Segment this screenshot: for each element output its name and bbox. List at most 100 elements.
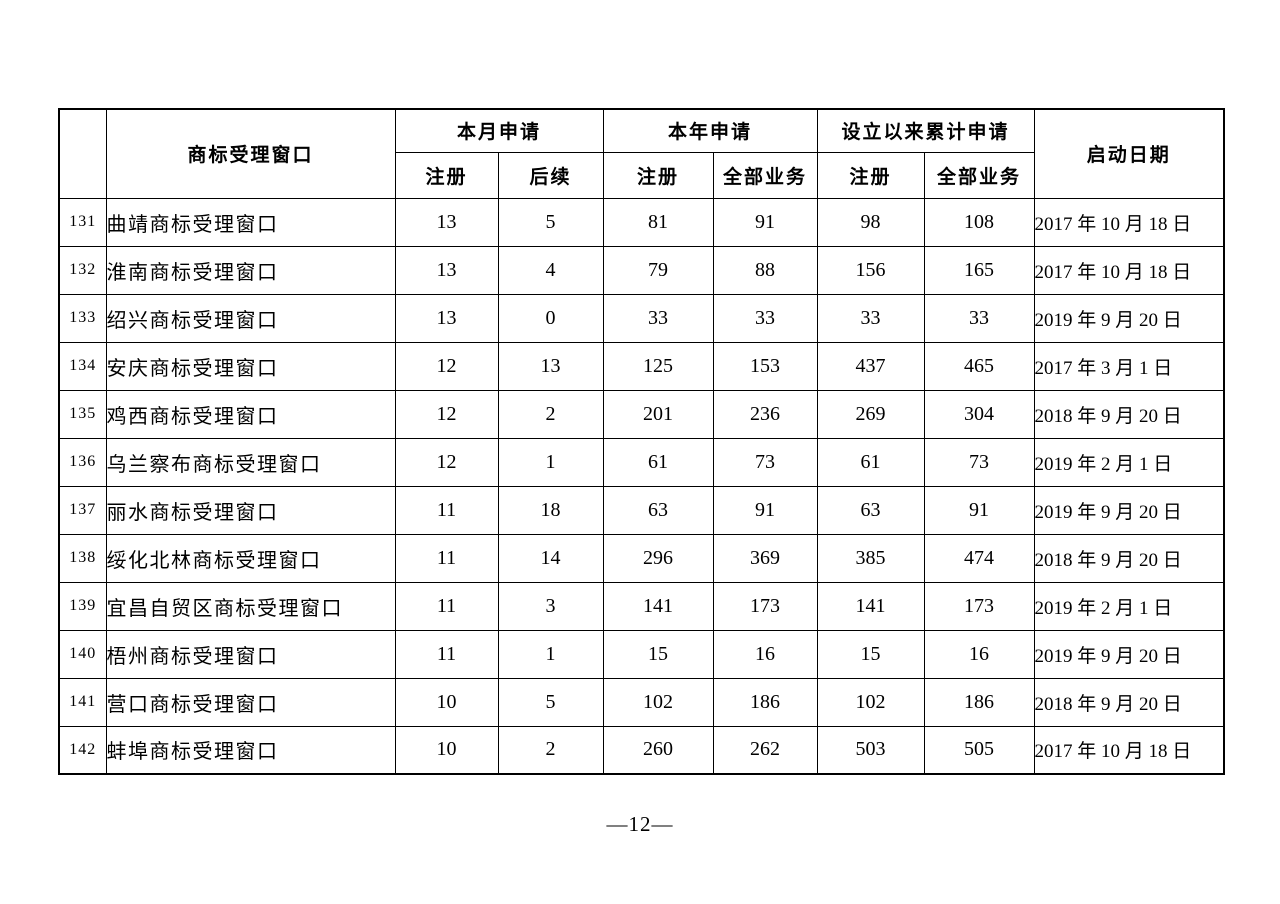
cumulative-all-cell: 108 (923, 197, 1035, 247)
header-year-all: 全部业务 (712, 151, 818, 199)
window-name-cell: 曲靖商标受理窗口 (105, 197, 396, 247)
window-name-cell: 宜昌自贸区商标受理窗口 (105, 581, 396, 631)
window-name-cell: 丽水商标受理窗口 (105, 485, 396, 535)
cumulative-register-cell: 156 (816, 245, 925, 295)
header-start-date-column: 启动日期 (1033, 108, 1225, 199)
window-name-cell: 营口商标受理窗口 (105, 677, 396, 727)
year-register-cell: 102 (602, 677, 714, 727)
header-window-column: 商标受理窗口 (105, 108, 396, 199)
start-date-cell: 2017 年 10 月 18 日 (1033, 245, 1225, 295)
window-name-cell: 绥化北林商标受理窗口 (105, 533, 396, 583)
index-cell: 140 (58, 629, 107, 679)
month-register-cell: 11 (394, 581, 499, 631)
table-row: 132 淮南商标受理窗口 13 4 79 88 156 165 2017 年 10 月 18 日 (58, 245, 1225, 295)
cumulative-all-cell: 465 (923, 341, 1035, 391)
year-register-cell: 125 (602, 341, 714, 391)
month-follow-cell: 3 (497, 581, 604, 631)
header-cumulative-group: 设立以来累计申请 (816, 108, 1035, 153)
cumulative-register-cell: 503 (816, 725, 925, 775)
index-cell: 135 (58, 389, 107, 439)
index-cell: 133 (58, 293, 107, 343)
start-date-cell: 2018 年 9 月 20 日 (1033, 677, 1225, 727)
header-month-register: 注册 (394, 151, 499, 199)
month-follow-cell: 0 (497, 293, 604, 343)
header-month-follow: 后续 (497, 151, 604, 199)
table-row: 140 梧州商标受理窗口 11 1 15 16 15 16 2019 年 9 月 20 日 (58, 629, 1225, 679)
header-row-groups: 商标受理窗口 本月申请 本年申请 设立以来累计申请 启动日期 (58, 108, 1225, 199)
month-register-cell: 10 (394, 725, 499, 775)
year-register-cell: 141 (602, 581, 714, 631)
table-row: 139 宜昌自贸区商标受理窗口 11 3 141 173 141 173 2019 年 2 月 … (58, 581, 1225, 631)
cumulative-all-cell: 16 (923, 629, 1035, 679)
cumulative-register-cell: 61 (816, 437, 925, 487)
month-follow-cell: 14 (497, 533, 604, 583)
header-month-group: 本月申请 (394, 108, 604, 153)
window-name-cell: 梧州商标受理窗口 (105, 629, 396, 679)
cumulative-all-cell: 165 (923, 245, 1035, 295)
month-register-cell: 12 (394, 341, 499, 391)
header-cumulative-all: 全部业务 (923, 151, 1035, 199)
year-register-cell: 79 (602, 245, 714, 295)
year-all-cell: 16 (712, 629, 818, 679)
year-register-cell: 33 (602, 293, 714, 343)
year-all-cell: 173 (712, 581, 818, 631)
month-follow-cell: 2 (497, 389, 604, 439)
cumulative-register-cell: 385 (816, 533, 925, 583)
year-all-cell: 262 (712, 725, 818, 775)
year-all-cell: 186 (712, 677, 818, 727)
window-name-cell: 蚌埠商标受理窗口 (105, 725, 396, 775)
cumulative-register-cell: 141 (816, 581, 925, 631)
cumulative-all-cell: 474 (923, 533, 1035, 583)
index-cell: 134 (58, 341, 107, 391)
table-row: 137 丽水商标受理窗口 11 18 63 91 63 91 2019 年 9 月 20 日 (58, 485, 1225, 535)
header-year-register: 注册 (602, 151, 714, 199)
index-cell: 142 (58, 725, 107, 775)
start-date-cell: 2017 年 10 月 18 日 (1033, 197, 1225, 247)
table-row: 135 鸡西商标受理窗口 12 2 201 236 269 304 2018 年 9 月 20 … (58, 389, 1225, 439)
month-follow-cell: 1 (497, 437, 604, 487)
cumulative-register-cell: 15 (816, 629, 925, 679)
trademark-window-table: 商标受理窗口 本月申请 本年申请 设立以来累计申请 启动日期 注册 后续 注册 … (58, 108, 1226, 775)
cumulative-all-cell: 73 (923, 437, 1035, 487)
month-follow-cell: 18 (497, 485, 604, 535)
year-all-cell: 153 (712, 341, 818, 391)
table-row: 133 绍兴商标受理窗口 13 0 33 33 33 33 2019 年 9 月 20 日 (58, 293, 1225, 343)
month-follow-cell: 4 (497, 245, 604, 295)
month-register-cell: 13 (394, 293, 499, 343)
month-follow-cell: 1 (497, 629, 604, 679)
month-register-cell: 10 (394, 677, 499, 727)
year-register-cell: 260 (602, 725, 714, 775)
index-cell: 131 (58, 197, 107, 247)
start-date-cell: 2019 年 9 月 20 日 (1033, 293, 1225, 343)
year-all-cell: 73 (712, 437, 818, 487)
page-number: —12— (606, 812, 674, 836)
cumulative-all-cell: 186 (923, 677, 1035, 727)
month-register-cell: 13 (394, 197, 499, 247)
index-cell: 137 (58, 485, 107, 535)
start-date-cell: 2019 年 2 月 1 日 (1033, 581, 1225, 631)
month-follow-cell: 5 (497, 677, 604, 727)
month-follow-cell: 13 (497, 341, 604, 391)
year-all-cell: 88 (712, 245, 818, 295)
header-year-group: 本年申请 (602, 108, 818, 153)
year-all-cell: 369 (712, 533, 818, 583)
cumulative-register-cell: 102 (816, 677, 925, 727)
window-name-cell: 乌兰察布商标受理窗口 (105, 437, 396, 487)
cumulative-all-cell: 173 (923, 581, 1035, 631)
start-date-cell: 2019 年 9 月 20 日 (1033, 485, 1225, 535)
cumulative-register-cell: 269 (816, 389, 925, 439)
index-cell: 141 (58, 677, 107, 727)
year-all-cell: 91 (712, 485, 818, 535)
month-follow-cell: 2 (497, 725, 604, 775)
table-row: 136 乌兰察布商标受理窗口 12 1 61 73 61 73 2019 年 2 月 1 日 (58, 437, 1225, 487)
year-register-cell: 201 (602, 389, 714, 439)
start-date-cell: 2018 年 9 月 20 日 (1033, 389, 1225, 439)
index-cell: 139 (58, 581, 107, 631)
index-cell: 132 (58, 245, 107, 295)
table-row: 142 蚌埠商标受理窗口 10 2 260 262 503 505 2017 年 10 月 18… (58, 725, 1225, 775)
cumulative-register-cell: 63 (816, 485, 925, 535)
header-row-subcolumns: 注册 后续 注册 全部业务 注册 全部业务 (59, 151, 1224, 199)
year-all-cell: 236 (712, 389, 818, 439)
start-date-cell: 2018 年 9 月 20 日 (1033, 533, 1225, 583)
